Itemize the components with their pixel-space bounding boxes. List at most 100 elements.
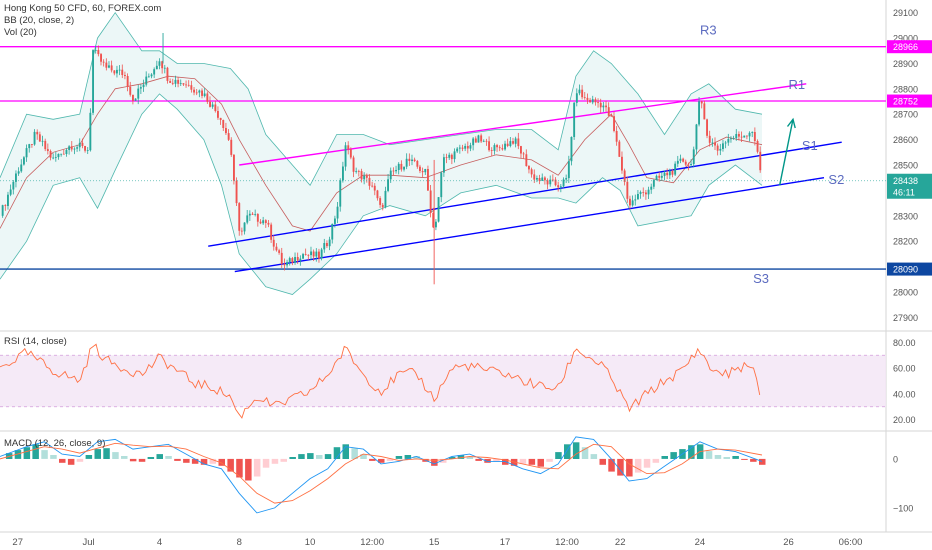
candle-body: [751, 132, 754, 133]
candle-body: [732, 138, 735, 139]
macd-histogram-bar: [626, 458, 633, 477]
macd-histogram-bar: [351, 448, 358, 459]
macd-histogram-bar: [324, 454, 332, 459]
rsi-band: [0, 355, 886, 407]
candle-body: [629, 198, 631, 206]
candle-body: [639, 192, 642, 194]
candle-body: [634, 199, 637, 201]
candle-body: [623, 170, 626, 182]
candle-body: [155, 65, 158, 70]
time-axis-tick: 12:00: [360, 537, 384, 548]
candle-body: [328, 239, 331, 247]
macd-histogram-bar: [750, 458, 757, 462]
candle-body: [488, 141, 490, 151]
level-r1-level-badge-label: 28752: [893, 97, 918, 107]
candle-body: [445, 157, 448, 158]
candle-body: [187, 84, 190, 86]
candle-body: [615, 131, 618, 142]
candle-body: [538, 178, 541, 181]
time-axis-tick: 06:00: [839, 537, 863, 548]
candle-body: [708, 135, 711, 143]
level-r3-badge[interactable]: [887, 40, 932, 54]
candle-body: [437, 197, 440, 222]
price-axis-tick: 27900: [893, 313, 918, 323]
macd-histogram-bar: [617, 458, 624, 476]
macd-histogram-bar: [165, 456, 172, 459]
macd-histogram-bar: [537, 458, 544, 467]
macd-histogram-bar: [688, 445, 695, 459]
candle-body: [602, 105, 605, 108]
candle-body: [480, 135, 483, 142]
trendline-s2[interactable]: [234, 177, 825, 273]
candle-body: [132, 94, 134, 101]
candle-body: [746, 135, 748, 137]
candle-body: [711, 142, 714, 144]
macd-histogram-bar: [431, 458, 438, 466]
candle-body: [147, 76, 150, 78]
rsi-pane-label[interactable]: RSI (14, close): [4, 336, 67, 347]
arrow-head-icon: [786, 117, 796, 129]
candle-body: [546, 180, 549, 185]
candle-body: [408, 158, 411, 161]
bb-indicator-label[interactable]: BB (20, close, 2): [4, 15, 75, 26]
candle-body: [206, 93, 209, 102]
candle-body: [427, 169, 429, 191]
macd-histogram-bar: [41, 450, 48, 459]
candle-body: [240, 230, 243, 232]
candle-body: [60, 153, 63, 155]
candle-body: [496, 145, 498, 148]
candle-body: [554, 179, 557, 186]
candle-body: [46, 149, 49, 151]
candle-body: [605, 105, 607, 108]
level-r1-level-badge[interactable]: [887, 94, 932, 108]
macd-pane-label[interactable]: MACD (12, 26, close, 9): [4, 438, 106, 449]
candle-body: [416, 161, 419, 167]
candle-body: [86, 150, 89, 151]
candle-body: [264, 220, 267, 223]
candle-body: [613, 116, 615, 131]
candle-body: [302, 254, 304, 259]
macd-histogram-bar: [440, 458, 447, 463]
vol-indicator-label[interactable]: Vol (20): [4, 27, 37, 38]
candle-body: [759, 151, 762, 171]
candle-body: [9, 189, 12, 195]
annotation-label-s3: S3: [753, 271, 769, 286]
projection-arrow: [778, 119, 794, 186]
candle-body: [256, 214, 259, 222]
macd-histogram-bar: [457, 455, 465, 459]
candle-body: [536, 178, 538, 180]
candle-body: [700, 101, 703, 104]
candle-body: [528, 166, 530, 170]
macd-histogram-bar: [50, 455, 57, 459]
candle-body: [349, 149, 352, 158]
candle-body: [360, 171, 363, 180]
candle-body: [363, 175, 366, 180]
level-s3-badge[interactable]: [887, 262, 932, 276]
macd-histogram-bar: [85, 455, 93, 459]
bollinger-band-fill: [0, 12, 762, 295]
candle-body: [288, 258, 291, 262]
candle-body: [171, 82, 174, 84]
candle-body: [626, 181, 629, 199]
candle-body: [153, 69, 156, 75]
candle-body: [222, 120, 225, 128]
candle-body: [108, 65, 110, 68]
macd-histogram-bar: [386, 458, 394, 461]
candle-body: [251, 213, 254, 215]
macd-histogram-bar: [280, 458, 287, 462]
candle-body: [684, 161, 687, 165]
candle-body: [352, 157, 355, 172]
macd-histogram-bar: [342, 444, 349, 459]
trendline-r1-channel-top[interactable]: [239, 83, 807, 166]
candle-body: [419, 166, 421, 171]
macd-histogram-bar: [103, 448, 110, 459]
symbol-title[interactable]: Hong Kong 50 CFD, 60, FOREX.com: [4, 3, 162, 14]
time-axis-tick: 10: [305, 537, 316, 548]
candle-body: [214, 104, 217, 111]
macd-histogram-bar: [191, 458, 199, 464]
trendline-s1[interactable]: [208, 141, 842, 247]
candle-body: [198, 90, 201, 93]
candle-body: [52, 157, 55, 159]
candle-body: [262, 220, 265, 224]
